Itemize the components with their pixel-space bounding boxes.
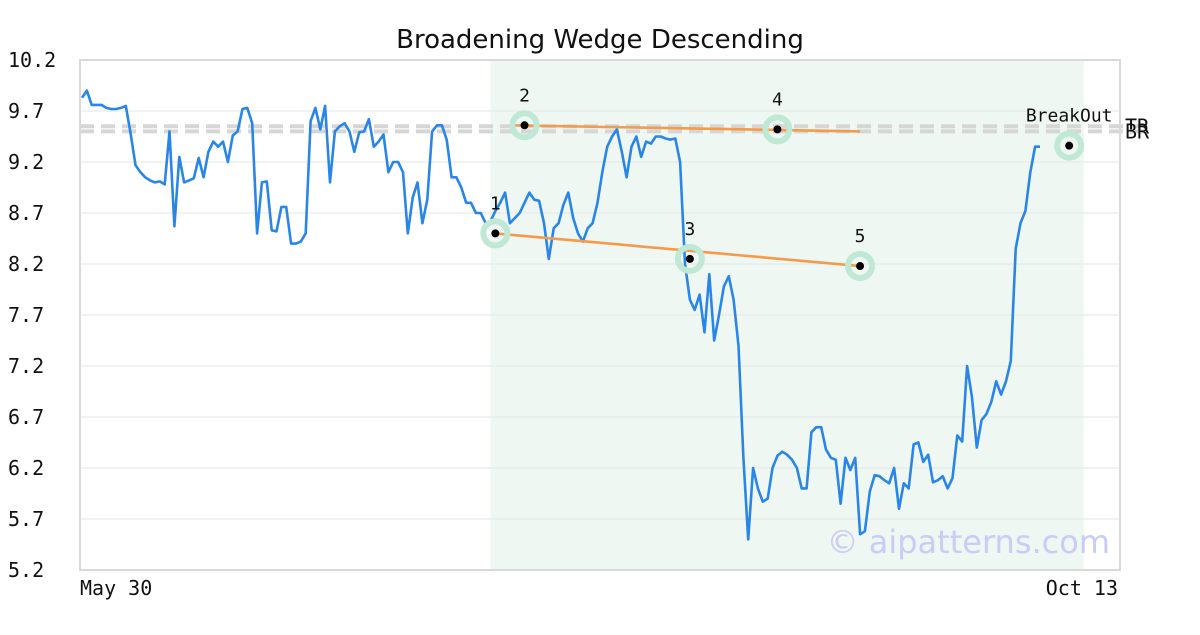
marker-label-breakout: BreakOut	[1026, 106, 1113, 127]
lower-trendline	[495, 232, 861, 268]
marker-dot-1	[491, 229, 500, 238]
marker-dot-2	[520, 121, 529, 130]
x-tick-start: May 30	[80, 576, 152, 600]
marker-ring-4	[762, 114, 793, 145]
marker-ring-3	[674, 243, 705, 274]
marker-dot-breakout	[1065, 141, 1074, 150]
x-tick-end: Oct 13	[1046, 576, 1118, 600]
y-tick-label: 6.7	[8, 405, 44, 429]
plot-frame	[79, 59, 1121, 571]
y-tick-label: 10.2	[8, 48, 56, 72]
y-tick-label: 7.2	[8, 354, 44, 378]
marker-label-1: 1	[490, 193, 501, 214]
y-tick-label: 8.7	[8, 201, 44, 225]
marker-dot-5	[856, 262, 865, 271]
chart-title: Broadening Wedge Descending	[396, 25, 804, 55]
reference-label-br: BR	[1125, 119, 1150, 143]
y-tick-label: 6.2	[8, 456, 44, 480]
watermark: © aipatterns.com	[827, 523, 1110, 561]
marker-ring-breakout	[1054, 130, 1085, 161]
upper-trendline	[509, 123, 861, 133]
y-tick-label: 8.2	[8, 252, 44, 276]
marker-ring-5	[845, 251, 876, 282]
y-tick-label: 5.2	[8, 558, 44, 582]
y-tick-label: 9.7	[8, 99, 44, 123]
marker-label-2: 2	[519, 85, 530, 106]
y-tick-label: 5.7	[8, 507, 44, 531]
marker-label-4: 4	[772, 89, 783, 110]
marker-dot-4	[773, 125, 782, 134]
marker-ring-1	[480, 218, 511, 249]
price-series-line	[80, 89, 1040, 541]
marker-label-3: 3	[684, 219, 695, 240]
marker-dot-3	[685, 254, 694, 263]
marker-ring-2	[509, 110, 540, 141]
y-tick-label: 7.7	[8, 303, 44, 327]
y-tick-label: 9.2	[8, 150, 44, 174]
reference-label-tr: TR	[1125, 114, 1150, 138]
marker-label-5: 5	[855, 226, 866, 247]
